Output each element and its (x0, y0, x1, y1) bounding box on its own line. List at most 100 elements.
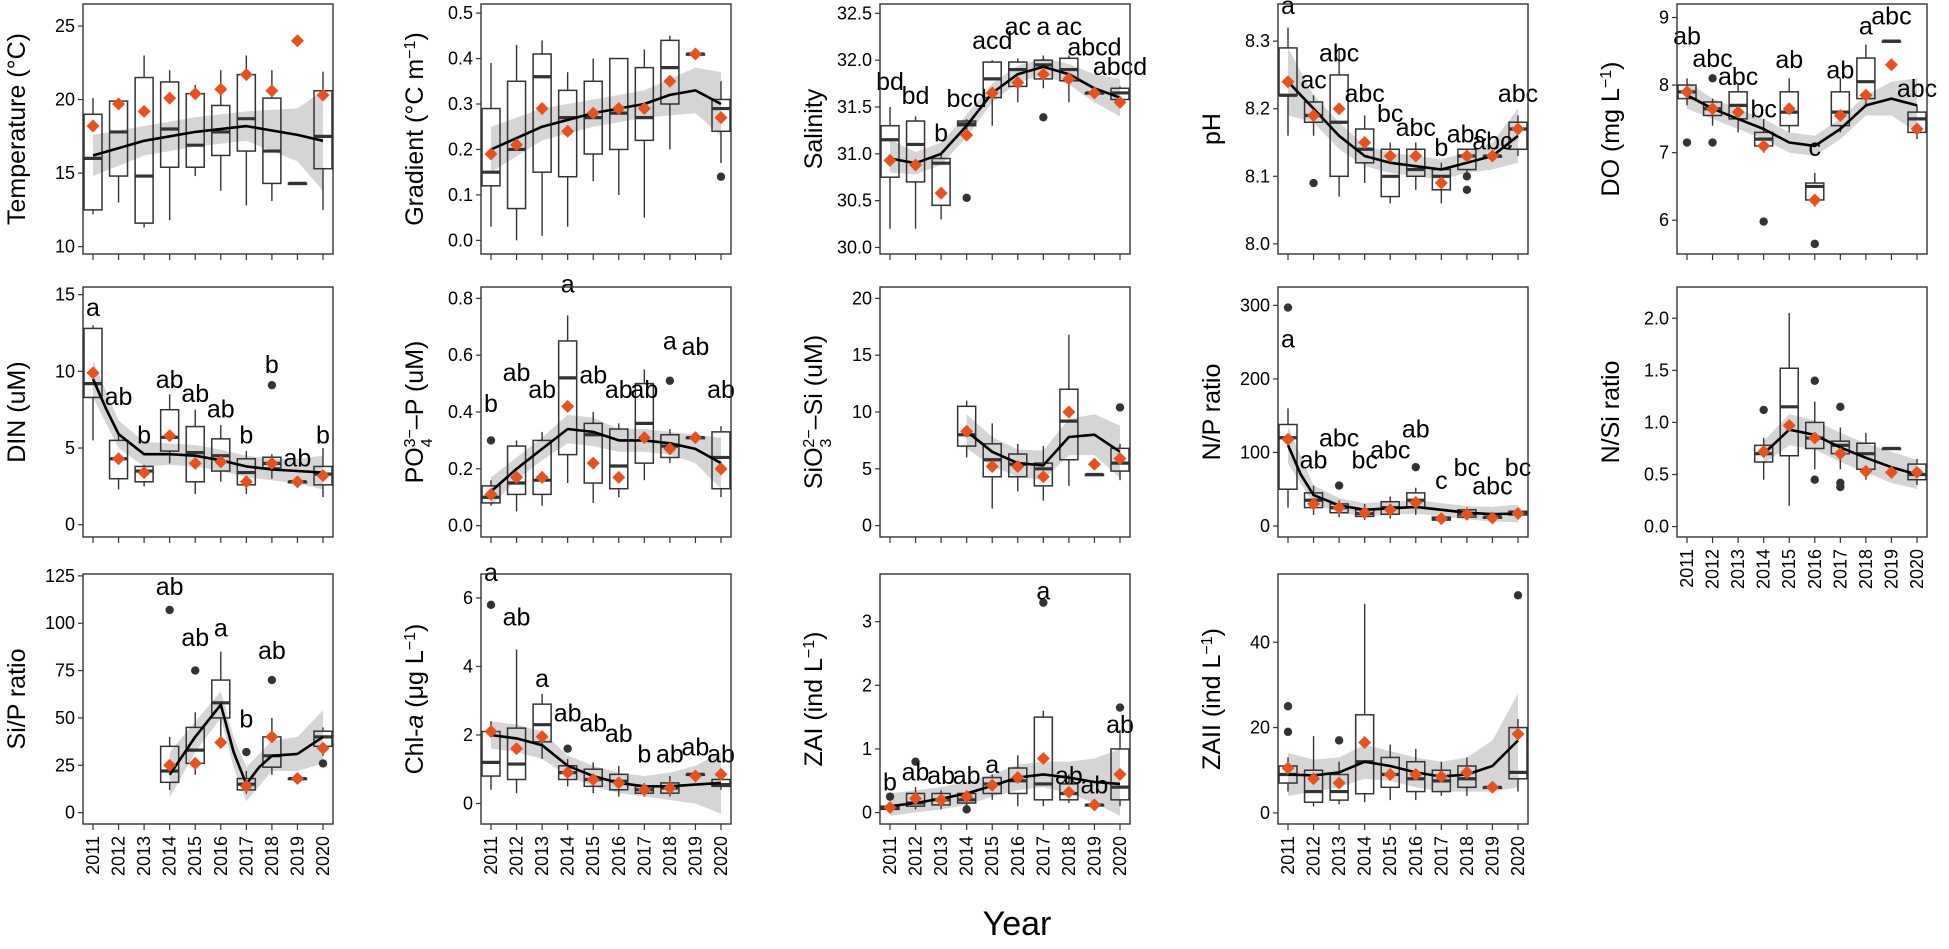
mean-marker (510, 138, 524, 152)
mean-marker (1808, 193, 1822, 207)
y-axis-label: Si/P ratio (3, 649, 31, 750)
outlier-point (1334, 736, 1344, 745)
outlier-point (1115, 403, 1125, 412)
x-tick-label: 2011 (880, 836, 900, 875)
y-tick-label: 0.0 (448, 230, 473, 250)
x-tick-label: 2016 (1008, 836, 1028, 876)
trend-line (965, 430, 1121, 467)
box-2017 (1033, 710, 1054, 807)
outlier-point (486, 600, 496, 610)
group-letter: bd (902, 82, 930, 110)
box-body (660, 39, 680, 105)
y-tick-label: 0.5 (448, 3, 473, 23)
x-tick-label: 2013 (1329, 836, 1349, 876)
outlier-point (1836, 402, 1845, 411)
x-tick-label: 2018 (1059, 836, 1079, 876)
group-letter: ab (503, 603, 531, 631)
group-letter: ac (1300, 66, 1326, 94)
mean-marker (239, 68, 253, 82)
y-tick-label: 2 (463, 725, 473, 745)
group-letter: abc (1897, 75, 1937, 103)
box-2019 (287, 181, 308, 186)
box-2012 (506, 649, 527, 794)
mean-marker (86, 366, 100, 380)
x-tick-label: 2017 (1431, 836, 1451, 876)
box-body (506, 445, 527, 496)
mean-marker (265, 84, 279, 98)
group-letter: ab (181, 624, 209, 652)
y-tick-label: 1.5 (1644, 360, 1669, 380)
panel-frame (480, 573, 732, 825)
x-tick-label: 2019 (685, 836, 705, 876)
x-tick-label: 2012 (109, 836, 129, 876)
group-letter: ab (656, 740, 684, 768)
outlier-point (1115, 703, 1125, 712)
box-body (634, 66, 655, 142)
mean-marker (1757, 445, 1771, 459)
box-2020 (711, 81, 731, 164)
mean-marker (1808, 431, 1822, 445)
y-tick-label: 8.0 (1245, 234, 1270, 254)
mean-marker (960, 128, 974, 142)
y-tick-label: 0.2 (448, 459, 473, 479)
box-body (557, 89, 578, 178)
trend-line (92, 124, 324, 157)
outlier-point (1309, 178, 1318, 188)
y-tick-label: 50 (55, 708, 75, 728)
mean-marker (1383, 503, 1397, 517)
y-tick-label: 8 (1659, 75, 1669, 95)
mean-marker (265, 730, 279, 744)
outlier-point (962, 193, 971, 203)
x-tick-label: 2015 (982, 836, 1002, 876)
trend-line (91, 378, 324, 474)
y-tick-label: 2.0 (1644, 308, 1669, 328)
mean-marker (883, 800, 897, 814)
mean-marker (510, 470, 524, 484)
mean-marker (1011, 460, 1025, 474)
group-letter: abc (1319, 425, 1359, 453)
mean-marker (985, 86, 999, 100)
x-tick-label: 2019 (1482, 836, 1502, 876)
mean-marker (1485, 511, 1499, 525)
box-2015 (185, 409, 205, 495)
mean-marker (883, 153, 897, 167)
y-axis-label: PO43−–P (uM) (401, 341, 436, 484)
outlier-point (962, 805, 971, 814)
mean-marker (1113, 95, 1127, 109)
mean-marker (1332, 102, 1346, 116)
y-axis-label: Temperature (°C) (3, 33, 31, 225)
box-2018 (660, 35, 680, 150)
y-tick-label: 300 (1240, 295, 1270, 315)
outlier-point (1039, 598, 1048, 607)
y-tick-label: 0.6 (448, 345, 473, 365)
outlier-point (1283, 303, 1293, 312)
mean-marker (484, 725, 498, 739)
box-2011 (83, 325, 103, 441)
mean-marker (316, 469, 330, 483)
x-tick-label: 2018 (1457, 836, 1477, 876)
group-letter: b (239, 421, 253, 449)
box-2015 (583, 412, 603, 503)
group-letter: abc (1718, 63, 1758, 91)
x-tick-label: 2013 (134, 836, 154, 876)
y-axis-label: DIN (uM) (3, 361, 31, 462)
group-letter: abc (1871, 2, 1911, 30)
mean-marker (1460, 149, 1474, 163)
mean-marker (188, 87, 202, 101)
mean-marker (663, 442, 677, 456)
group-letter: b (484, 390, 498, 418)
x-tick-label: 2020 (1907, 549, 1927, 589)
mean-marker (86, 119, 100, 133)
mean-marker (1036, 751, 1050, 765)
confidence-band (491, 67, 721, 173)
panel-frame (879, 573, 1131, 825)
y-axis-label: N/Si ratio (1597, 361, 1625, 464)
x-tick-label: 2020 (711, 836, 731, 876)
box-2016 (609, 57, 629, 195)
box-body (1779, 367, 1799, 457)
mean-marker (1511, 506, 1525, 520)
mean-marker (637, 783, 651, 797)
mean-marker (316, 741, 330, 755)
